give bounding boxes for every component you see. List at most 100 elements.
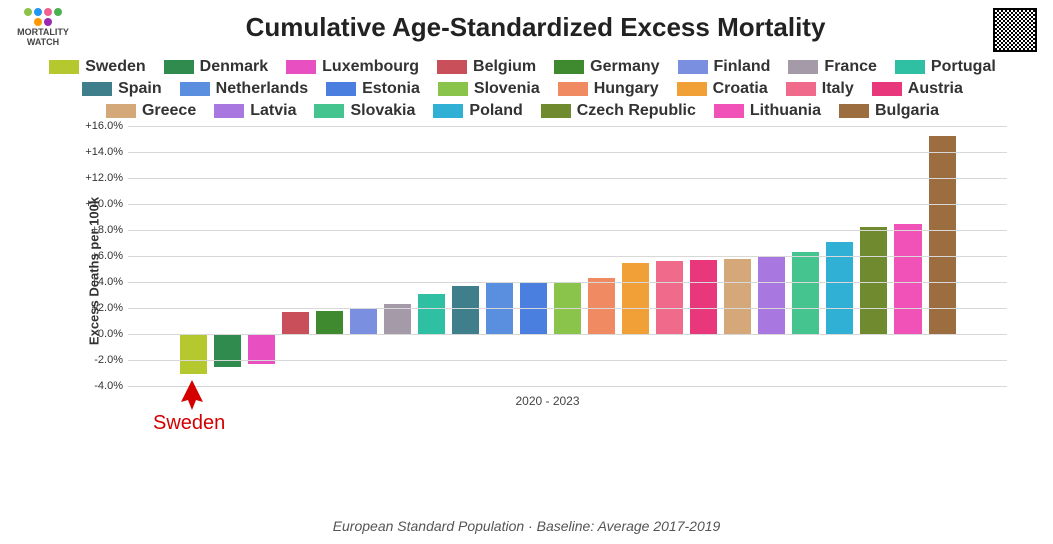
chart-title: Cumulative Age-Standardized Excess Morta… xyxy=(78,12,993,43)
legend-swatch xyxy=(554,60,584,74)
bar xyxy=(724,259,751,334)
legend-swatch xyxy=(788,60,818,74)
legend-swatch xyxy=(437,60,467,74)
bar xyxy=(758,256,785,334)
legend-label: Italy xyxy=(822,80,854,98)
bar xyxy=(316,311,343,334)
legend-item: Denmark xyxy=(164,58,268,76)
legend-swatch xyxy=(326,82,356,96)
logo-text-2: WATCH xyxy=(8,38,78,48)
legend-item: Hungary xyxy=(558,80,659,98)
legend-item: France xyxy=(788,58,876,76)
legend-swatch xyxy=(541,104,571,118)
logo-dot xyxy=(24,8,32,16)
y-tick-label: +6.0% xyxy=(78,250,123,262)
y-tick-label: -4.0% xyxy=(78,380,123,392)
gridline xyxy=(128,230,1007,231)
legend-swatch xyxy=(438,82,468,96)
gridline xyxy=(128,126,1007,127)
legend-label: Germany xyxy=(590,58,659,76)
gridline xyxy=(128,386,1007,387)
legend-item: Croatia xyxy=(677,80,768,98)
bar xyxy=(656,261,683,334)
chart-container: MORTALITY WATCH Cumulative Age-Standardi… xyxy=(0,0,1053,544)
legend-item: Italy xyxy=(786,80,854,98)
legend-swatch xyxy=(678,60,708,74)
gridline xyxy=(128,256,1007,257)
bar xyxy=(894,224,921,335)
legend-swatch xyxy=(106,104,136,118)
legend-swatch xyxy=(786,82,816,96)
gridline xyxy=(128,204,1007,205)
chart-area: Excess Deaths per 100k -4.0%-2.0%0.0%+2.… xyxy=(78,126,1017,416)
legend-item: Greece xyxy=(106,102,196,120)
legend-label: Bulgaria xyxy=(875,102,939,120)
qr-code xyxy=(993,8,1037,52)
legend-swatch xyxy=(558,82,588,96)
legend-swatch xyxy=(49,60,79,74)
legend-item: Latvia xyxy=(214,102,296,120)
legend-label: Luxembourg xyxy=(322,58,419,76)
y-tick-label: +8.0% xyxy=(78,224,123,236)
legend-label: Czech Republic xyxy=(577,102,696,120)
legend-label: Netherlands xyxy=(216,80,308,98)
legend-item: Netherlands xyxy=(180,80,308,98)
legend-label: Estonia xyxy=(362,80,420,98)
legend-label: Spain xyxy=(118,80,162,98)
plot-area: -4.0%-2.0%0.0%+2.0%+4.0%+6.0%+8.0%+10.0%… xyxy=(128,126,1007,386)
legend-swatch xyxy=(180,82,210,96)
footer-note: European Standard Population · Baseline:… xyxy=(0,518,1053,534)
legend-item: Estonia xyxy=(326,80,420,98)
legend-label: Croatia xyxy=(713,80,768,98)
logo-dot xyxy=(34,8,42,16)
legend-label: Slovenia xyxy=(474,80,540,98)
bar xyxy=(282,312,309,334)
gridline xyxy=(128,152,1007,153)
legend-item: Spain xyxy=(82,80,162,98)
legend-item: Germany xyxy=(554,58,659,76)
legend-label: Portugal xyxy=(931,58,996,76)
y-tick-label: +14.0% xyxy=(78,146,123,158)
gridline xyxy=(128,282,1007,283)
bar xyxy=(690,260,717,334)
logo-dot xyxy=(44,18,52,26)
legend-swatch xyxy=(214,104,244,118)
y-tick-label: +4.0% xyxy=(78,276,123,288)
y-tick-label: -2.0% xyxy=(78,354,123,366)
logo-dot xyxy=(34,18,42,26)
legend-swatch xyxy=(895,60,925,74)
bar xyxy=(929,136,956,334)
header: MORTALITY WATCH Cumulative Age-Standardi… xyxy=(8,8,1037,52)
legend-swatch xyxy=(433,104,463,118)
legend-swatch xyxy=(677,82,707,96)
y-axis-label: Excess Deaths per 100k xyxy=(87,197,102,345)
legend-item: Portugal xyxy=(895,58,996,76)
annotation-label: Sweden xyxy=(153,412,225,435)
y-tick-label: 0.0% xyxy=(78,328,123,340)
annotation-arrow-icon xyxy=(179,380,205,415)
gridline xyxy=(128,178,1007,179)
legend-swatch xyxy=(164,60,194,74)
logo-dot xyxy=(44,8,52,16)
gridline xyxy=(128,334,1007,335)
logo-dots xyxy=(23,8,63,26)
bar xyxy=(214,334,241,367)
legend-swatch xyxy=(82,82,112,96)
legend-swatch xyxy=(286,60,316,74)
y-tick-label: +10.0% xyxy=(78,198,123,210)
y-tick-label: +16.0% xyxy=(78,120,123,132)
y-tick-label: +12.0% xyxy=(78,172,123,184)
gridline xyxy=(128,308,1007,309)
mortality-watch-logo: MORTALITY WATCH xyxy=(8,8,78,48)
legend-label: Slovakia xyxy=(350,102,415,120)
legend-label: Sweden xyxy=(85,58,145,76)
legend-swatch xyxy=(872,82,902,96)
legend-item: Lithuania xyxy=(714,102,821,120)
x-axis-label: 2020 - 2023 xyxy=(78,394,1017,408)
legend-item: Slovenia xyxy=(438,80,540,98)
bar xyxy=(418,294,445,334)
legend-item: Bulgaria xyxy=(839,102,939,120)
legend-label: Greece xyxy=(142,102,196,120)
legend-label: Belgium xyxy=(473,58,536,76)
legend-item: Poland xyxy=(433,102,522,120)
